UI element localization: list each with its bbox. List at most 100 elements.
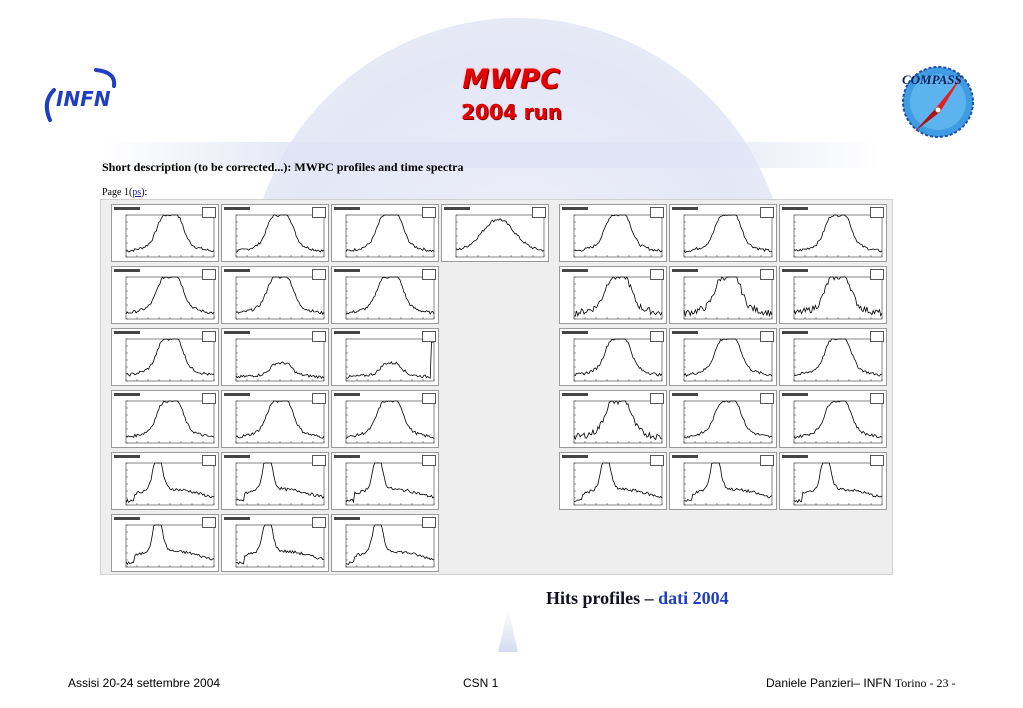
histogram-curve: [125, 338, 215, 377]
histogram-title-bar: [224, 269, 250, 272]
histogram-thumbnail[interactable]: [779, 266, 887, 324]
histogram-curve: [683, 462, 773, 502]
histogram-plot: [235, 462, 325, 506]
histogram-curve: [345, 276, 435, 315]
histogram-plot: [125, 276, 215, 320]
stats-box: [650, 331, 664, 342]
histogram-thumbnail[interactable]: [331, 266, 439, 324]
stats-box: [760, 393, 774, 404]
histogram-frame: [573, 214, 663, 258]
histogram-title-bar: [334, 269, 360, 272]
histogram-title-bar: [562, 455, 588, 458]
slide-title: MWPC: [462, 64, 561, 95]
stats-box: [202, 393, 216, 404]
histogram-title-bar: [224, 207, 250, 210]
histogram-plot: [125, 214, 215, 258]
histogram-plot: [235, 400, 325, 444]
histogram-thumbnail[interactable]: [669, 452, 777, 510]
stats-box: [422, 455, 436, 466]
histogram-plot: [235, 276, 325, 320]
histogram-frame: [573, 338, 663, 382]
histogram-thumbnail[interactable]: [779, 328, 887, 386]
histogram-thumbnail[interactable]: [111, 328, 219, 386]
stats-box: [312, 207, 326, 218]
histogram-title-bar: [782, 393, 808, 396]
histogram-thumbnail[interactable]: [221, 266, 329, 324]
histogram-thumbnail[interactable]: [779, 390, 887, 448]
histogram-curve: [793, 214, 883, 253]
histogram-thumbnail[interactable]: [221, 390, 329, 448]
histogram-curve: [573, 462, 663, 503]
histogram-plot: [235, 214, 325, 258]
histogram-thumbnail[interactable]: [111, 266, 219, 324]
histogram-frame: [793, 338, 883, 382]
histogram-title-bar: [224, 331, 250, 334]
histogram-title-bar: [782, 455, 808, 458]
histogram-thumbnail[interactable]: [331, 328, 439, 386]
histogram-thumbnail[interactable]: [779, 452, 887, 510]
histogram-thumbnail[interactable]: [779, 204, 887, 262]
histogram-thumbnail[interactable]: [221, 514, 329, 572]
histogram-plot: [235, 338, 325, 382]
histogram-frame: [455, 214, 545, 258]
histogram-thumbnail[interactable]: [559, 204, 667, 262]
histogram-thumbnail[interactable]: [111, 514, 219, 572]
stats-box: [870, 331, 884, 342]
histogram-title-bar: [114, 207, 140, 210]
histogram-plot: [573, 462, 663, 506]
ps-link[interactable]: ps: [132, 187, 142, 198]
histogram-thumbnail[interactable]: [669, 266, 777, 324]
histogram-curve: [345, 341, 435, 379]
histogram-plot: [573, 214, 663, 258]
histogram-thumbnail[interactable]: [669, 390, 777, 448]
histogram-thumbnail[interactable]: [441, 204, 549, 262]
histogram-plot: [345, 400, 435, 444]
histogram-thumbnail[interactable]: [559, 390, 667, 448]
histogram-thumbnail[interactable]: [331, 452, 439, 510]
histogram-title-bar: [672, 269, 698, 272]
histogram-thumbnail[interactable]: [111, 390, 219, 448]
histogram-curve: [793, 276, 883, 317]
histogram-frame: [793, 214, 883, 258]
histogram-plot: [793, 276, 883, 320]
histogram-thumbnail[interactable]: [669, 328, 777, 386]
footer-event: Assisi 20-24 settembre 2004: [68, 676, 221, 690]
histogram-plot: [573, 400, 663, 444]
histogram-title-bar: [334, 517, 360, 520]
histogram-frame: [125, 400, 215, 444]
histogram-thumbnail[interactable]: [221, 204, 329, 262]
histogram-thumbnail[interactable]: [559, 452, 667, 510]
histogram-frame: [235, 400, 325, 444]
histogram-title-bar: [782, 207, 808, 210]
caption-text: Hits profiles –: [546, 588, 659, 608]
histogram-thumbnail[interactable]: [669, 204, 777, 262]
stats-box: [532, 207, 546, 218]
histogram-plot: [683, 338, 773, 382]
histogram-curve: [235, 524, 325, 565]
histogram-thumbnail[interactable]: [221, 328, 329, 386]
histogram-thumbnail[interactable]: [331, 514, 439, 572]
histogram-thumbnail[interactable]: [331, 204, 439, 262]
histogram-thumbnail[interactable]: [559, 328, 667, 386]
background-band: [100, 142, 880, 168]
histogram-plot: [235, 524, 325, 568]
stats-box: [202, 517, 216, 528]
histogram-plot: [573, 338, 663, 382]
histogram-curve: [345, 462, 435, 504]
histogram-title-bar: [224, 517, 250, 520]
histogram-curve: [235, 462, 325, 502]
histogram-thumbnail[interactable]: [111, 452, 219, 510]
compass-logo: COMPASS: [900, 62, 984, 146]
histogram-thumbnail[interactable]: [331, 390, 439, 448]
histogram-plot: [125, 400, 215, 444]
histogram-thumbnail[interactable]: [559, 266, 667, 324]
page-label: Page 1(: [102, 187, 133, 198]
histogram-plot: [793, 214, 883, 258]
histogram-thumbnail[interactable]: [221, 452, 329, 510]
page-suffix: ):: [141, 187, 148, 198]
histogram-thumbnail[interactable]: [111, 204, 219, 262]
histogram-plot: [793, 462, 883, 506]
histogram-frame: [683, 400, 773, 444]
histogram-title-bar: [114, 517, 140, 520]
histogram-plot: [345, 338, 435, 382]
